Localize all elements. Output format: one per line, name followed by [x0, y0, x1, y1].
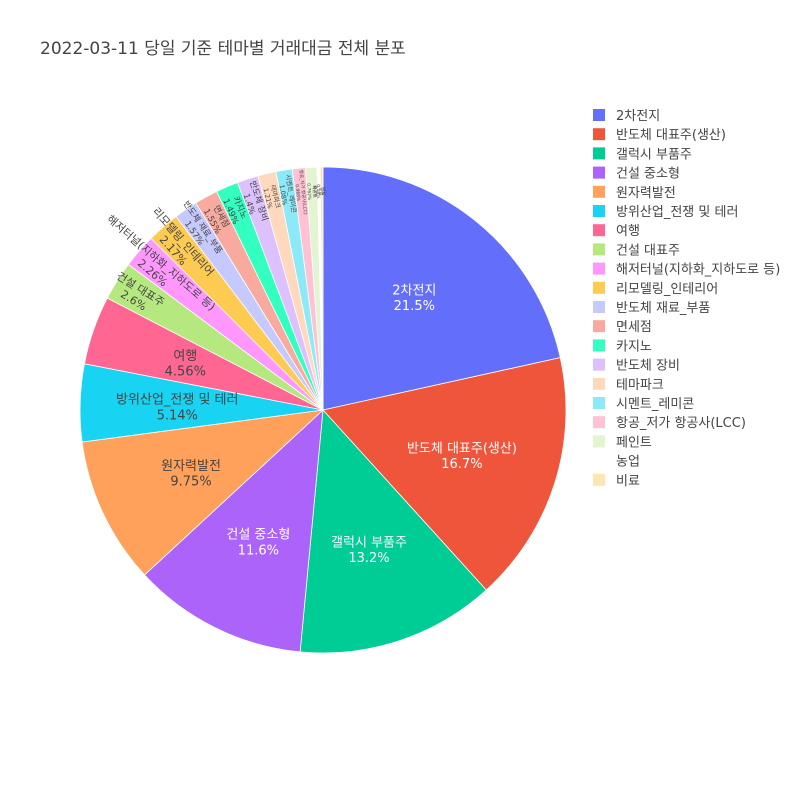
slice-percent-label: 0.762%: [305, 183, 312, 201]
legend-item-label[interactable]: 원자력발전: [616, 186, 676, 201]
legend-item-label[interactable]: 방위산업_전쟁 및 테러: [616, 205, 738, 220]
legend-item-label[interactable]: 시멘트_레미콘: [616, 397, 694, 412]
legend-swatch[interactable]: [593, 224, 605, 237]
legend-item-label[interactable]: 리모델링_인테리어: [616, 282, 718, 297]
slice-label: 반도체 대표주(생산): [407, 441, 517, 456]
slice-label: 비료: [320, 187, 327, 195]
legend-item-label[interactable]: 비료: [616, 474, 640, 489]
pie-slice: [143, 408, 324, 653]
legend-item-label[interactable]: 해저터널(지하화_지하도로 등): [616, 263, 780, 278]
slice-percent-label: 1.08%: [278, 184, 289, 206]
legend-item-label[interactable]: 페인트: [616, 435, 652, 450]
legend-swatch[interactable]: [593, 147, 605, 160]
legend-swatch[interactable]: [593, 473, 605, 486]
legend-swatch[interactable]: [593, 377, 605, 390]
legend-swatch[interactable]: [593, 320, 605, 333]
legend-item-label[interactable]: 여행: [616, 223, 640, 239]
slice-percent-label: 13.2%: [348, 551, 389, 566]
legend-item-label[interactable]: 반도체 장비: [616, 359, 680, 374]
slice-label: 방위산업_전쟁 및 테러: [116, 393, 238, 408]
legend-swatch[interactable]: [593, 262, 605, 275]
legend-swatch[interactable]: [593, 339, 605, 352]
legend-swatch[interactable]: [593, 397, 605, 409]
slice-percent-label: 21.5%: [394, 299, 435, 314]
slice-label: 갤럭시 부품주: [331, 535, 407, 550]
legend-swatch[interactable]: [593, 128, 605, 141]
slice-label: 건설 중소형: [226, 528, 290, 543]
pie-slice: [299, 409, 487, 654]
legend-swatch[interactable]: [593, 166, 605, 179]
legend-swatch[interactable]: [593, 435, 605, 448]
legend-item-label[interactable]: 항공_저가 항공사(LCC): [616, 416, 746, 431]
legend-item-label[interactable]: 반도체 대표주(생산): [616, 128, 726, 143]
legend-swatch[interactable]: [593, 301, 605, 313]
slice-label: 농업: [318, 187, 325, 195]
legend-item-label[interactable]: 반도체 재료_부품: [616, 301, 710, 316]
legend-swatch[interactable]: [593, 358, 605, 371]
pie-slice: [319, 166, 324, 411]
legend-swatch[interactable]: [593, 416, 605, 429]
slice-label: 항공_저가 항공사(LCC): [298, 169, 309, 215]
legend-swatch[interactable]: [593, 185, 605, 198]
legend-item-label[interactable]: 갤럭시 부품주: [616, 147, 692, 162]
slice-percent-label: 16.7%: [441, 457, 482, 472]
legend-item-label[interactable]: 건설 대표주: [616, 243, 680, 258]
slice-label: 원자력발전: [161, 459, 221, 474]
slice-percent-label: 4.56%: [165, 365, 206, 380]
slice-percent-label: 0.19%: [315, 184, 321, 199]
pie-slices: [79, 166, 567, 654]
slice-percent-label: 11.6%: [238, 543, 279, 558]
legend-item-label[interactable]: 2차전지: [616, 109, 660, 124]
legend-item-label[interactable]: 건설 중소형: [616, 167, 680, 182]
legend-swatch[interactable]: [593, 205, 605, 217]
legend-item-label[interactable]: 카지노: [616, 339, 652, 354]
legend-item-label[interactable]: 농업: [616, 455, 640, 470]
slice-percent-label: 0.2%: [312, 186, 318, 198]
legend-item-label[interactable]: 면세점: [616, 320, 652, 335]
slice-percent-label: 0.868%: [294, 184, 302, 202]
slice-percent-label: 9.75%: [170, 475, 211, 490]
legend-item-label[interactable]: 테마파크: [616, 378, 664, 393]
pie-slice: [322, 357, 567, 591]
legend-swatch[interactable]: [593, 109, 605, 121]
slice-label: 2차전지: [392, 283, 436, 298]
legend-swatch[interactable]: [592, 454, 606, 468]
chart-title: 2022-03-11 당일 기준 테마별 거래대금 전체 분포: [40, 39, 406, 59]
slice-label: 여행: [173, 348, 197, 364]
pie-slice: [322, 166, 561, 411]
slice-percent-label: 5.14%: [157, 408, 198, 423]
pie-slice: [81, 409, 325, 576]
legend-swatch[interactable]: [593, 281, 605, 294]
slice-label: 페인트: [311, 185, 319, 198]
legend-swatch[interactable]: [593, 243, 605, 256]
